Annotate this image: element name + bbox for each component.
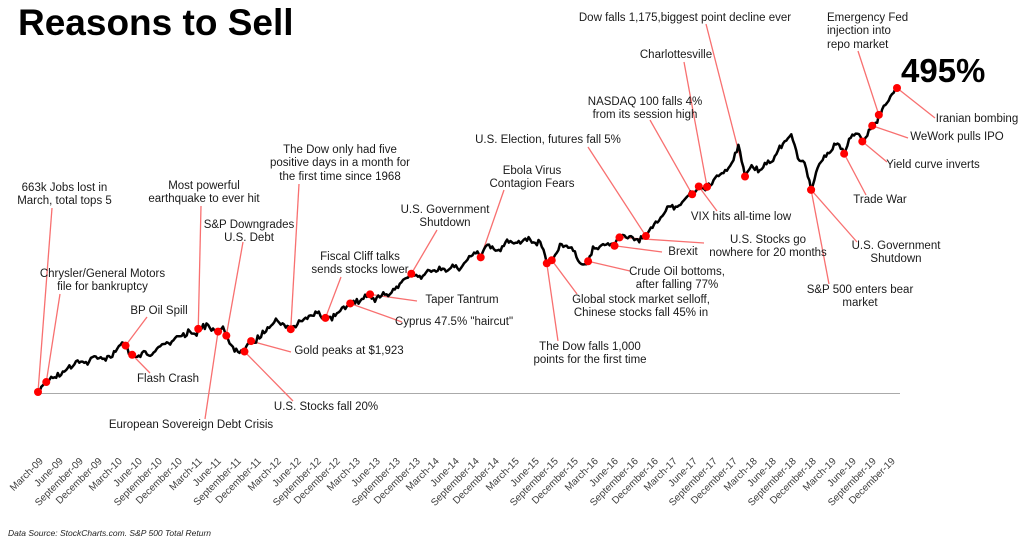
leader-line (349, 302, 403, 323)
event-marker (407, 269, 416, 278)
event-marker (694, 182, 703, 191)
event-annotation: Cyprus 47.5% "haircut" (394, 316, 514, 328)
event-marker (321, 313, 330, 322)
event-annotation: Iranian bombing (935, 113, 1019, 125)
event-annotation: S&P 500 enters bear market (806, 284, 914, 310)
event-annotation: Flash Crash (137, 373, 199, 385)
leader-line (698, 186, 718, 212)
event-annotation: Brexit (668, 246, 698, 258)
event-marker (240, 347, 249, 356)
event-marker (34, 388, 42, 396)
data-source-note: Data Source: StockCharts.com. S&P 500 To… (8, 528, 211, 538)
leader-line (649, 119, 693, 195)
event-annotation: European Sovereign Debt Crisis (108, 419, 274, 431)
leader-line (125, 316, 148, 346)
event-marker (893, 84, 901, 92)
event-annotation: Crude Oil bottoms, after falling 77% (629, 266, 725, 292)
leader-line (683, 61, 708, 187)
leader-line (896, 87, 936, 119)
event-marker (615, 233, 624, 242)
event-annotation: U.S. Stocks go nowhere for 20 months (709, 234, 827, 260)
leader-line (546, 263, 559, 342)
event-marker (641, 232, 650, 241)
event-marker (868, 121, 877, 130)
leader-line (614, 245, 663, 253)
event-annotation: The Dow only had five positive days in a… (270, 144, 410, 183)
event-annotation: Gold peaks at $1,923 (294, 345, 404, 357)
final-return-label: 495% (901, 52, 986, 89)
event-marker (366, 290, 375, 299)
event-marker (610, 241, 619, 250)
leader-line (37, 207, 53, 393)
event-annotation: 663k Jobs lost in March, total tops 5 (17, 182, 112, 208)
leader-line (587, 260, 631, 272)
event-marker (688, 190, 697, 199)
event-annotation: BP Oil Spill (130, 305, 188, 317)
event-marker (547, 256, 556, 265)
event-annotation: VIX hits all-time low (690, 211, 792, 223)
event-marker (214, 327, 223, 336)
leader-line (857, 50, 880, 116)
event-marker (807, 185, 816, 194)
leader-line (197, 205, 202, 329)
leader-line (290, 183, 300, 330)
event-marker (476, 253, 485, 262)
event-marker (247, 337, 256, 346)
event-marker (42, 378, 51, 387)
event-annotation: S&P Downgrades U.S. Debt (203, 219, 295, 245)
event-annotation: Trade War (853, 194, 907, 206)
event-annotation: Charlottesville (639, 49, 713, 61)
leader-line (324, 276, 342, 319)
event-annotation: NASDAQ 100 falls 4% from its session hig… (587, 96, 703, 122)
leader-line (705, 23, 746, 177)
event-marker (121, 341, 130, 350)
event-annotation: Dow falls 1,175,biggest point decline ev… (578, 12, 792, 24)
event-annotation: The Dow falls 1,000 points for the first… (533, 341, 647, 367)
event-marker (286, 325, 295, 334)
event-annotation: U.S. Government Shutdown (851, 240, 941, 266)
leader-line (204, 331, 219, 420)
event-annotation: Emergency Fed injection into repo market (827, 12, 909, 51)
leader-line (410, 229, 438, 275)
leader-line (45, 293, 61, 383)
event-marker (741, 172, 750, 181)
event-marker (194, 324, 203, 333)
event-annotation: Chrysler/General Motors file for bankrup… (39, 268, 166, 294)
leader-line (872, 125, 909, 139)
event-marker (703, 182, 712, 191)
event-annotation: U.S. Government Shutdown (400, 204, 490, 230)
event-marker (840, 149, 849, 158)
event-marker (346, 299, 355, 308)
leader-line (861, 140, 888, 163)
event-marker (128, 350, 137, 359)
price-line (36, 86, 899, 394)
event-annotation: WeWork pulls IPO (910, 131, 1004, 143)
event-annotation: Global stock market selloff, Chinese sto… (572, 294, 710, 320)
leader-line (244, 351, 294, 402)
event-annotation: Ebola Virus Contagion Fears (489, 165, 575, 191)
event-marker (858, 137, 867, 146)
leader-line (843, 153, 867, 196)
event-marker (222, 331, 231, 340)
leader-line (587, 146, 647, 237)
leader-line (551, 259, 578, 295)
event-marker (874, 110, 883, 119)
event-annotation: U.S. Election, futures fall 5% (475, 134, 621, 146)
leader-line (225, 241, 244, 336)
event-annotation: Taper Tantrum (425, 294, 499, 306)
event-annotation: Most powerful earthquake to ever hit (148, 180, 260, 206)
leader-line (810, 189, 858, 243)
event-annotation: Yield curve inverts (886, 159, 980, 171)
event-annotation: U.S. Stocks fall 20% (273, 401, 379, 413)
leader-line (250, 340, 292, 353)
page-title: Reasons to Sell (18, 2, 294, 43)
leader-line (810, 189, 830, 285)
event-marker (584, 257, 593, 266)
event-annotation: Fiscal Cliff talks sends stocks lower (311, 251, 409, 277)
